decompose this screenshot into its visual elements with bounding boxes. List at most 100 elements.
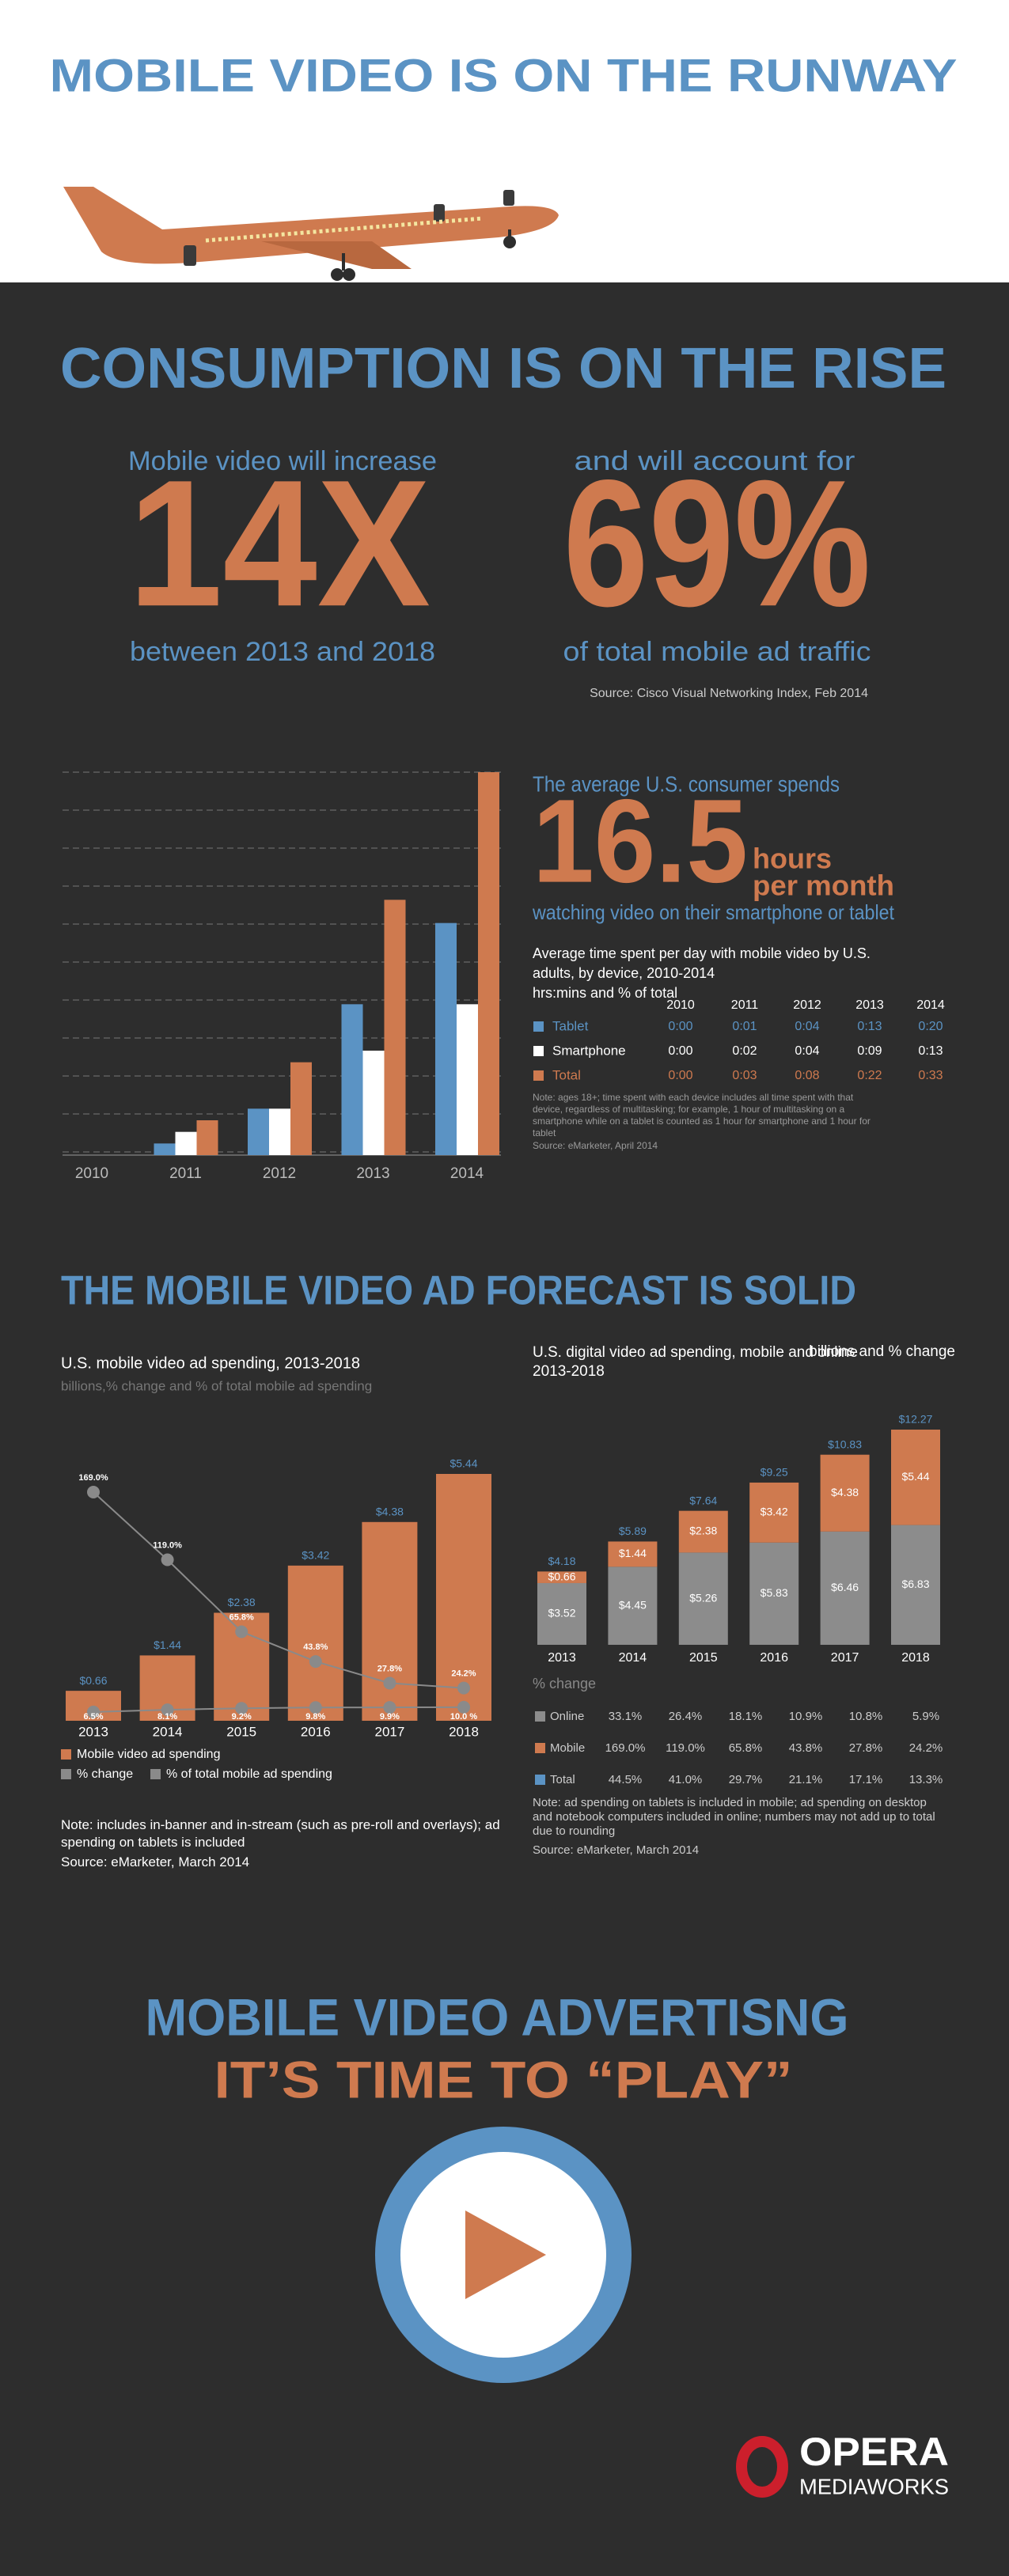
table-header: 2011 (731, 998, 759, 1012)
chart-subtitle: hrs:mins and % of total (533, 985, 678, 1001)
table-value: 119.0% (666, 1741, 705, 1755)
bar (478, 772, 499, 1155)
data-label: $3.52 (548, 1607, 575, 1619)
x-tick-label: 2017 (831, 1651, 859, 1665)
x-tick-label: 2014 (153, 1724, 183, 1739)
x-tick-label: 2011 (169, 1165, 202, 1182)
legend-swatch (535, 1775, 545, 1785)
chart-subtitle: billions and % change (809, 1343, 955, 1360)
legend-swatch (535, 1743, 545, 1753)
legend-swatch (61, 1769, 71, 1779)
table-value: 13.3% (909, 1773, 943, 1786)
bar-segment (678, 1552, 728, 1645)
data-label: 9.2% (232, 1712, 252, 1722)
table-header: 2014 (916, 998, 945, 1012)
bar (287, 1565, 343, 1721)
x-tick-label: 2013 (78, 1724, 108, 1739)
legend-swatch (61, 1749, 71, 1760)
airplane (63, 187, 559, 281)
data-label: $3.42 (761, 1506, 788, 1518)
table-value: 0:00 (668, 1044, 692, 1058)
legend-label: Total (552, 1067, 581, 1082)
line-point (457, 1681, 470, 1695)
data-label: 10.0 % (450, 1712, 477, 1722)
stat-tail: watching video on their smartphone or ta… (532, 900, 895, 924)
legend-swatch (533, 1046, 544, 1056)
page-title: MOBILE VIDEO IS ON THE RUNWAY (50, 50, 958, 101)
x-tick-label: 2015 (689, 1651, 718, 1665)
bar (362, 1521, 418, 1721)
stat-unit: per month (753, 869, 894, 902)
chart-source: Source: eMarketer, March 2014 (61, 1854, 250, 1869)
legend-swatch (535, 1711, 545, 1722)
stat-text: and will account for (575, 446, 855, 476)
bar (269, 1108, 290, 1155)
legend-label: % change (77, 1767, 133, 1781)
chart-source: Source: eMarketer, March 2014 (533, 1843, 700, 1857)
table-value: 0:13 (918, 1044, 943, 1058)
section-title: CONSUMPTION IS ON THE RISE (60, 337, 946, 400)
table-value: 27.8% (849, 1741, 883, 1755)
data-label: $5.26 (689, 1591, 717, 1604)
stat-lead: The average U.S. consumer spends (533, 771, 840, 796)
table-value: 0:22 (857, 1069, 882, 1082)
table-header: 2010 (666, 998, 695, 1012)
line-point (87, 1705, 100, 1718)
table-value: 26.4% (669, 1710, 703, 1723)
table-value: 0:08 (795, 1069, 819, 1082)
legend-label: Smartphone (552, 1043, 626, 1058)
data-label: $0.66 (548, 1570, 575, 1582)
chart-note: Note: ages 18+; time spent with each dev… (533, 1092, 871, 1138)
x-tick-label: 2018 (901, 1651, 930, 1665)
line-point (309, 1655, 322, 1669)
chart-subtitle: billions,% change and % of total mobile … (61, 1378, 372, 1393)
data-label: $4.38 (376, 1505, 404, 1517)
legend-swatch (533, 1021, 544, 1032)
data-label: 169.0% (78, 1473, 108, 1483)
chart-title: U.S. mobile video ad spending, 2013-2018 (61, 1354, 360, 1372)
bar-segment (608, 1566, 658, 1645)
table-value: 10.8% (849, 1710, 883, 1723)
legend-swatch (150, 1769, 161, 1779)
bar (175, 1131, 197, 1155)
table-value: 0:01 (732, 1020, 757, 1033)
total-label: $4.18 (548, 1555, 575, 1567)
bar (435, 922, 457, 1155)
table-value: 29.7% (729, 1773, 763, 1786)
legend-label: Tablet (552, 1018, 589, 1033)
table-value: 169.0% (605, 1741, 646, 1755)
logo-text: OPERA (799, 2430, 949, 2474)
bar-segment (749, 1482, 799, 1543)
big-number: 16.5 (533, 775, 748, 907)
x-tick-label: 2014 (619, 1651, 647, 1665)
table-value: 10.9% (789, 1710, 823, 1723)
table-value: 0:02 (732, 1044, 757, 1058)
bar-segment (820, 1454, 870, 1532)
closing-title: MOBILE VIDEO ADVERTISNG (146, 1987, 849, 2046)
data-label: 24.2% (451, 1669, 476, 1679)
total-label: $10.83 (828, 1438, 862, 1450)
table-value: 17.1% (849, 1773, 883, 1786)
bar-segment (891, 1525, 940, 1645)
bar (436, 1474, 491, 1721)
logo-subtext: MEDIAWORKS (799, 2474, 949, 2498)
line-point (383, 1676, 396, 1690)
x-tick-label: 2012 (263, 1165, 296, 1182)
data-label: 43.8% (303, 1642, 328, 1652)
x-tick-label: 2017 (374, 1724, 404, 1739)
table-value: 0:03 (732, 1069, 757, 1082)
stat-text: of total mobile ad traffic (563, 637, 871, 667)
table-title: % change (533, 1676, 596, 1691)
line-point (457, 1700, 470, 1714)
data-label: 119.0% (153, 1540, 182, 1550)
line (93, 1491, 465, 1689)
table-value: 0:04 (795, 1020, 819, 1033)
data-label: $5.83 (761, 1586, 788, 1599)
bar (196, 1120, 218, 1155)
line-point (235, 1625, 248, 1638)
bar (362, 1051, 385, 1155)
total-label: $9.25 (761, 1466, 788, 1479)
bar-segment (749, 1542, 799, 1645)
